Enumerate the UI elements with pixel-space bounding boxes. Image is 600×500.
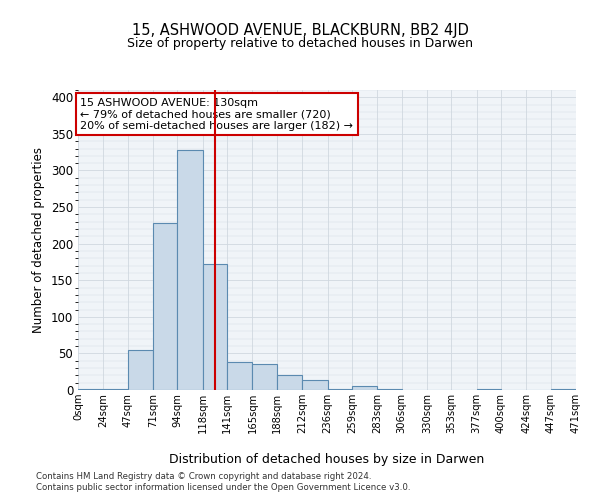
Text: Contains public sector information licensed under the Open Government Licence v3: Contains public sector information licen…: [36, 483, 410, 492]
Bar: [302, 380, 328, 390]
Bar: [551, 388, 576, 390]
Text: 15 ASHWOOD AVENUE: 130sqm
← 79% of detached houses are smaller (720)
20% of semi: 15 ASHWOOD AVENUE: 130sqm ← 79% of detac…: [80, 98, 353, 130]
Bar: [103, 388, 128, 390]
Text: 15, ASHWOOD AVENUE, BLACKBURN, BB2 4JD: 15, ASHWOOD AVENUE, BLACKBURN, BB2 4JD: [131, 22, 469, 38]
Text: Distribution of detached houses by size in Darwen: Distribution of detached houses by size …: [169, 452, 485, 466]
Bar: [128, 350, 153, 390]
Y-axis label: Number of detached properties: Number of detached properties: [32, 147, 46, 333]
Bar: [352, 386, 377, 390]
Bar: [78, 388, 103, 390]
Text: Contains HM Land Registry data © Crown copyright and database right 2024.: Contains HM Land Registry data © Crown c…: [36, 472, 371, 481]
Bar: [377, 388, 401, 390]
Bar: [178, 150, 203, 390]
Bar: [153, 223, 178, 390]
Text: Size of property relative to detached houses in Darwen: Size of property relative to detached ho…: [127, 38, 473, 51]
Bar: [476, 388, 501, 390]
Bar: [277, 374, 302, 390]
Bar: [203, 264, 227, 390]
Bar: [328, 388, 352, 390]
Bar: [227, 362, 253, 390]
Bar: [253, 364, 277, 390]
